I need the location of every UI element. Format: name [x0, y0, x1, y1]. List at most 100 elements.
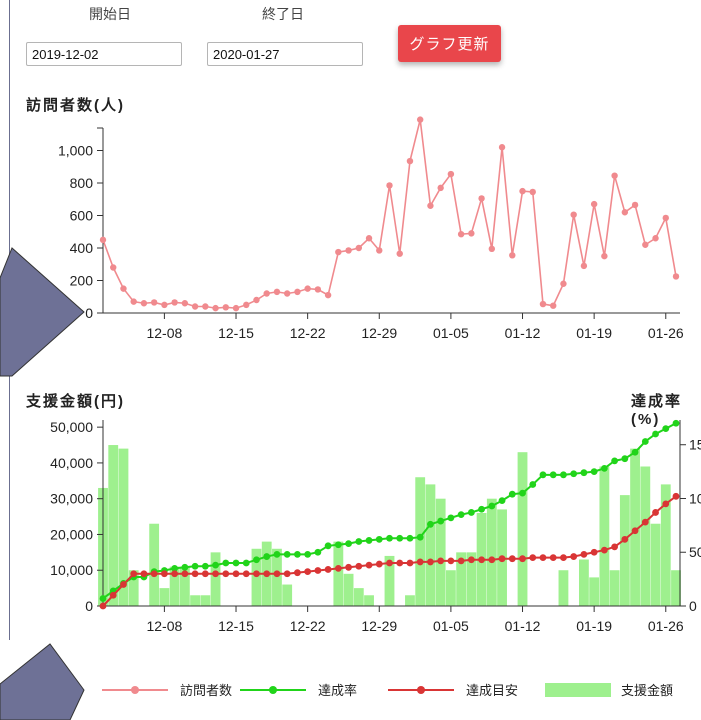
funding-x-tick-label: 01-26: [648, 618, 684, 634]
funding-bar: [190, 595, 201, 606]
achievement-target-point: [171, 570, 179, 578]
achievement-target-point: [590, 548, 598, 556]
achievement-rate-point: [181, 563, 189, 571]
funding-bar: [179, 566, 190, 606]
visitors-y-tick-label: 200: [70, 273, 94, 289]
achievement-target-point: [508, 555, 516, 563]
achievement-target-point: [283, 570, 291, 578]
visitors-point: [304, 285, 311, 292]
funding-x-tick-label: 12-08: [146, 618, 182, 634]
achievement-y-tick-label: 100: [689, 490, 701, 506]
visitors-y-tick-label: 1,000: [58, 143, 93, 159]
achievement-target-point: [263, 570, 271, 578]
funding-bar: [353, 588, 364, 606]
visitors-point: [631, 201, 639, 209]
achievement-target-point: [437, 557, 445, 565]
legend-visitors-label: 訪問者数: [180, 683, 232, 698]
achievement-rate-point: [99, 595, 107, 602]
achievement-target-point: [478, 556, 485, 564]
visitors-y-tick-label: 600: [70, 208, 94, 224]
visitors-point: [263, 290, 270, 297]
achievement-target-point: [191, 570, 199, 578]
achievement-rate-point: [253, 556, 260, 564]
funding-bar: [425, 484, 436, 606]
funding-x-tick-label: 12-15: [218, 618, 254, 634]
funding-bar: [671, 570, 681, 606]
achievement-rate-point: [304, 550, 312, 558]
achievement-rate-point: [294, 550, 301, 558]
achievement-rate-point: [549, 471, 557, 479]
achievement-target-point: [672, 492, 680, 500]
end-date-input[interactable]: [207, 42, 363, 66]
achievement-target-point: [498, 555, 506, 563]
funding-bar: [609, 570, 620, 606]
achievement-rate-point: [355, 538, 363, 545]
visitors-point: [283, 290, 291, 297]
visitors-point: [590, 200, 598, 208]
visitors-point: [150, 299, 158, 306]
visitors-point: [120, 285, 127, 292]
funding-bar: [578, 559, 589, 606]
funding-y-tick-label: 0: [85, 598, 93, 614]
achievement-rate-point: [396, 534, 404, 542]
funding-y-tick-label: 10,000: [50, 562, 93, 578]
visitors-chart-title: 訪問者数(人): [26, 97, 125, 114]
funding-x-tick-label: 01-05: [433, 618, 469, 634]
achievement-target-point: [652, 509, 659, 516]
visitors-point: [621, 209, 629, 216]
arrow-shape-lower: [0, 643, 85, 720]
funding-y-tick-label: 50,000: [50, 419, 93, 435]
funding-bar: [200, 595, 211, 606]
funding-x-tick-label: 12-22: [290, 618, 326, 634]
visitors-point: [140, 300, 148, 307]
funding-bar: [599, 466, 610, 606]
start-date-input[interactable]: [26, 42, 182, 66]
achievement-rate-point: [273, 550, 281, 558]
achievement-target-point: [120, 581, 127, 588]
funding-bar: [149, 523, 160, 606]
achievement-rate-point: [406, 534, 414, 542]
visitors-point: [212, 304, 219, 312]
achievement-target-point: [427, 558, 434, 566]
achievement-rate-point: [427, 520, 434, 528]
legend-target-label: 達成目安: [466, 683, 518, 698]
achievement-target-point: [611, 543, 619, 551]
visitors-point: [519, 187, 526, 195]
achievement-rate-point: [345, 540, 352, 548]
update-graph-button[interactable]: グラフ更新: [398, 25, 501, 62]
achievement-target-point: [99, 602, 107, 610]
visitors-point: [396, 250, 403, 257]
funding-y-tick-label: 40,000: [50, 455, 93, 471]
funding-chart-title: 支援金額(円): [26, 393, 125, 410]
achievement-target-point: [324, 566, 332, 573]
visitors-x-tick-label: 01-26: [648, 325, 684, 341]
achievement-target-point: [467, 556, 475, 564]
achievement-target-point: [150, 570, 158, 578]
visitors-point: [550, 302, 557, 309]
achievement-rate-point: [508, 490, 516, 498]
funding-bar: [405, 595, 415, 606]
achievement-target-point: [232, 570, 240, 578]
visitors-point: [437, 184, 444, 192]
achievement-rate-point: [263, 553, 271, 560]
visitors-point: [427, 202, 434, 209]
visitors-point: [498, 144, 506, 151]
achievement-target-point: [488, 556, 496, 564]
achievement-rate-point: [529, 481, 537, 488]
achievement-rate-point: [171, 564, 179, 572]
achievement-target-point: [355, 562, 363, 570]
funding-bar: [210, 552, 221, 606]
funding-bar: [343, 573, 354, 606]
arrow-shape-upper: [0, 247, 85, 377]
achievement-rate-point: [641, 438, 649, 445]
funding-y-tick-label: 30,000: [50, 491, 93, 507]
visitors-point: [202, 303, 209, 310]
funding-bar: [589, 577, 600, 606]
visitors-point: [539, 300, 547, 308]
achievement-rate-point: [590, 468, 598, 476]
visitors-point: [345, 247, 352, 254]
funding-bar: [159, 588, 170, 606]
visitors-point: [662, 214, 669, 222]
achievement-target-point: [160, 570, 168, 578]
visitors-point: [99, 236, 107, 244]
